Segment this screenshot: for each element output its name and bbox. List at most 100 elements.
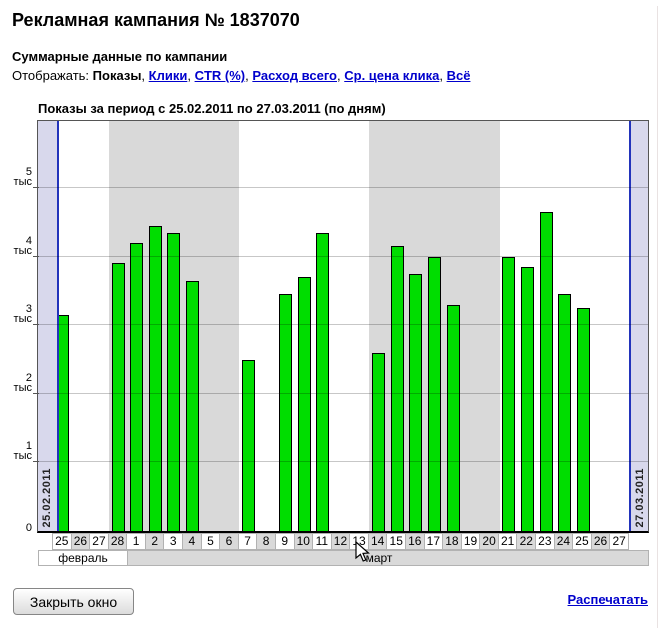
- bar-column: [481, 121, 500, 531]
- month-label-february: февраль: [38, 550, 128, 566]
- bar-column: [165, 121, 184, 531]
- y-axis-tick: [33, 255, 39, 257]
- month-axis: февраль март: [38, 550, 649, 566]
- day-cell: 8: [256, 533, 276, 550]
- plot-area: 25.02.2011 27.03.2011 0 1 тыс 2 тыс 3 тыс 4 тыс…: [14, 120, 649, 534]
- bar-column: [72, 121, 91, 531]
- day-cell: 20: [479, 533, 499, 550]
- bar-column: [444, 121, 463, 531]
- day-cell: 10: [293, 533, 314, 550]
- bar: [148, 225, 162, 531]
- y-axis-tick: [33, 461, 39, 463]
- bar-column: [314, 121, 333, 531]
- mouse-cursor-icon: [355, 541, 370, 562]
- bar-column: [332, 121, 351, 531]
- bar-column: [258, 121, 277, 531]
- bar: [316, 232, 330, 531]
- bar: [279, 294, 293, 531]
- day-cell: 28: [107, 533, 128, 550]
- period-start-band: 25.02.2011: [38, 121, 59, 531]
- metric-current: Показы: [92, 68, 142, 83]
- bar-column: [518, 121, 537, 531]
- day-cell: 27: [609, 533, 629, 550]
- gridline: [38, 461, 648, 463]
- bar-column: [574, 121, 593, 531]
- month-label-march: март: [365, 551, 393, 565]
- page-title: Рекламная кампания № 1837070: [12, 10, 300, 30]
- print-link[interactable]: Распечатать: [567, 592, 648, 607]
- y-axis-label: 5 тыс: [13, 166, 32, 188]
- bar-column: [407, 121, 426, 531]
- bar: [502, 256, 516, 531]
- day-cell: 14: [367, 533, 388, 550]
- period-end-band: 27.03.2011: [629, 121, 648, 531]
- bar-column: [611, 121, 630, 531]
- day-axis: 25 26 27 28 1 2 3 4 5 6 7 8 9 10 11 12 13 14 15 16 17 18 19 20 2…: [52, 533, 629, 550]
- bar-column: [295, 121, 314, 531]
- bar-column: [500, 121, 519, 531]
- display-link-2[interactable]: CTR (%): [194, 68, 246, 83]
- bar: [241, 359, 255, 531]
- day-cell: 5: [200, 533, 221, 550]
- day-cell: 1: [126, 533, 146, 550]
- bar: [409, 273, 423, 531]
- day-cell: 17: [423, 533, 444, 550]
- bar: [576, 308, 590, 531]
- bar-column: [276, 121, 295, 531]
- display-link-5[interactable]: Всё: [446, 68, 471, 83]
- bar-column: [109, 121, 128, 531]
- day-cell: 23: [535, 533, 555, 550]
- bar-column: [90, 121, 109, 531]
- day-cell: 27: [89, 533, 109, 550]
- display-options: Отображать: Показы, Клики, CTR (%), Расх…: [12, 68, 470, 83]
- bar-column: [388, 121, 407, 531]
- bar-column: [351, 121, 370, 531]
- y-axis-tick: [33, 392, 39, 394]
- bar: [372, 352, 386, 531]
- y-axis-label: 3 тыс: [13, 303, 32, 326]
- display-link-4[interactable]: Ср. цена клика: [344, 68, 440, 83]
- bar: [111, 263, 125, 531]
- bar-column: [555, 121, 574, 531]
- day-cell: 2: [144, 533, 165, 550]
- display-links: , Клики, CTR (%), Расход всего, Ср. цена…: [141, 68, 471, 83]
- y-axis-label: 1 тыс: [13, 440, 32, 463]
- day-cell: 18: [442, 533, 462, 550]
- day-cell: 4: [182, 533, 202, 550]
- day-cell: 26: [70, 533, 91, 550]
- day-cell: 9: [274, 533, 295, 550]
- chart-title: Показы за период с 25.02.2011 по 27.03.2…: [38, 101, 386, 116]
- bar-column: [127, 121, 146, 531]
- bar: [186, 280, 200, 531]
- day-cell: 21: [497, 533, 518, 550]
- bar: [167, 232, 181, 531]
- day-cell: 25: [52, 533, 72, 550]
- day-cell: 24: [553, 533, 574, 550]
- y-axis-zero-label: 0: [25, 522, 32, 534]
- period-end-date: 27.03.2011: [634, 467, 646, 527]
- gridline: [38, 324, 648, 326]
- display-link-1[interactable]: Клики: [148, 68, 188, 83]
- bar: [427, 256, 441, 531]
- day-cell: 3: [163, 533, 184, 550]
- bar: [390, 246, 404, 531]
- day-cell: 12: [330, 533, 351, 550]
- gridline: [38, 392, 648, 394]
- y-axis-label: 2 тыс: [13, 371, 32, 394]
- day-cell: 6: [219, 533, 239, 550]
- gridline: [38, 255, 648, 257]
- bar-columns: [53, 121, 630, 531]
- day-cell: 16: [404, 533, 425, 550]
- close-window-button[interactable]: Закрыть окно: [13, 588, 134, 615]
- bar: [297, 277, 311, 531]
- day-cell: 26: [590, 533, 611, 550]
- campaign-summary-heading: Суммарные данные по кампании: [12, 49, 228, 64]
- y-axis-tick: [33, 187, 39, 188]
- display-link-3[interactable]: Расход всего: [252, 68, 337, 83]
- bar-column: [183, 121, 202, 531]
- day-cell: 25: [572, 533, 592, 550]
- bar-column: [202, 121, 221, 531]
- day-cell: 22: [516, 533, 537, 550]
- display-options-label: Отображать:: [12, 68, 90, 83]
- bar-column: [239, 121, 258, 531]
